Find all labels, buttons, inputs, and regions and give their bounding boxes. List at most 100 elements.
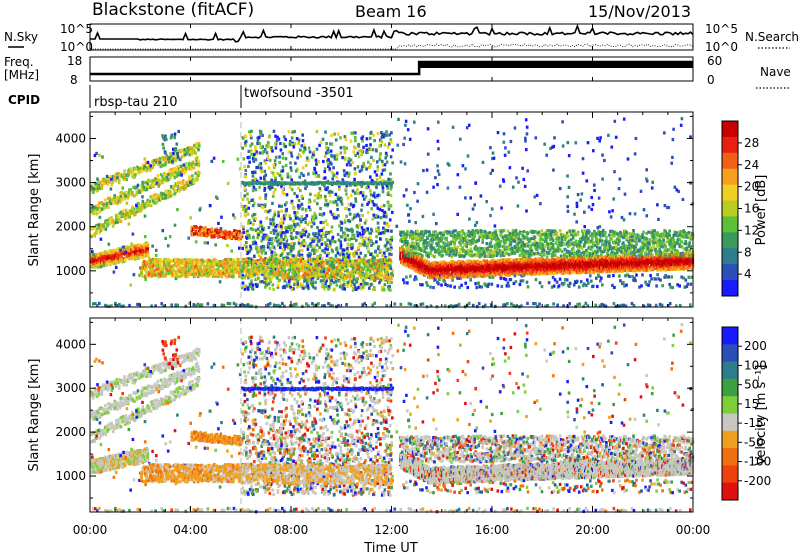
power-cell [182, 171, 185, 175]
power-cell [115, 252, 118, 256]
power-cell [249, 149, 253, 153]
power-cell [248, 249, 252, 253]
power-cell [375, 229, 378, 233]
power-cell [326, 260, 329, 264]
power-cell [415, 277, 418, 281]
power-cell [342, 145, 346, 149]
power-cell [430, 248, 433, 252]
power-cell [338, 279, 342, 283]
power-cell [292, 145, 296, 149]
power-cell [268, 277, 271, 281]
power-cell [131, 207, 134, 211]
power-cell [328, 277, 332, 281]
power-cell [161, 178, 164, 182]
power-cell [328, 167, 332, 171]
power-cell [194, 176, 198, 181]
power-cell [290, 268, 294, 272]
power-cell [360, 203, 364, 207]
power-cell [288, 143, 292, 147]
power-cell [245, 271, 249, 275]
power-cell [314, 171, 318, 175]
power-cell [140, 187, 144, 191]
power-cell [383, 132, 386, 136]
power-cell [372, 259, 376, 263]
power-cell [249, 247, 253, 251]
power-cell [182, 149, 186, 153]
power-cell [119, 248, 122, 252]
power-cell [143, 235, 147, 239]
power-cell [282, 261, 285, 265]
power-cell [341, 252, 345, 256]
power-cell [353, 191, 357, 195]
power-cell [389, 155, 393, 159]
power-cell [285, 201, 288, 205]
power-cell [365, 148, 369, 152]
power-cell [303, 146, 306, 150]
power-cell [267, 135, 271, 139]
power-cell [280, 177, 284, 181]
power-cell [287, 243, 291, 247]
power-cell [334, 279, 338, 284]
power-cell [244, 263, 248, 267]
power-cell [186, 182, 190, 186]
power-cell [117, 259, 121, 263]
power-cell [309, 192, 312, 196]
power-cell [343, 151, 347, 155]
power-cell [348, 252, 352, 256]
power-cell [383, 221, 386, 225]
power-cell [269, 222, 272, 226]
power-cell [337, 214, 340, 218]
power-cell [276, 240, 279, 244]
power-cell [257, 276, 260, 280]
power-cell [129, 188, 132, 192]
power-cell [303, 263, 307, 267]
power-cell [375, 178, 379, 182]
power-cell [254, 228, 258, 232]
power-cell [258, 266, 261, 270]
power-cell [267, 282, 271, 286]
power-cell [121, 209, 125, 213]
power-cell [274, 155, 278, 159]
power-cell [332, 173, 335, 178]
power-cell [271, 201, 274, 205]
freq-tick-bottom: 8 [70, 73, 78, 87]
power-cell [156, 261, 160, 266]
power-cell [382, 288, 386, 292]
power-cell [276, 223, 279, 227]
power-cell [158, 179, 162, 183]
power-cell [360, 287, 363, 291]
power-cell [118, 200, 122, 204]
power-cell [378, 138, 382, 142]
power-cell [295, 231, 298, 235]
power-cell [375, 240, 378, 244]
power-cell [272, 129, 276, 133]
power-cell [293, 206, 296, 211]
power-cell [375, 235, 378, 239]
power-cell [277, 210, 280, 214]
power-cell [378, 275, 382, 279]
power-cell [229, 262, 232, 266]
power-cell [169, 152, 173, 156]
power-cell [308, 251, 311, 256]
power-cell [296, 204, 300, 208]
power-cell [140, 208, 143, 212]
power-cell [174, 188, 178, 192]
power-cell [311, 215, 314, 219]
power-cell [191, 160, 195, 164]
power-cell [300, 230, 304, 234]
power-cell [330, 248, 334, 252]
power-cell [382, 214, 386, 218]
power-cell [337, 238, 341, 242]
power-cell [391, 148, 394, 152]
power-cell [216, 231, 220, 235]
power-cell [154, 177, 157, 181]
power-cell [327, 268, 330, 272]
power-cell [266, 157, 270, 161]
power-cell [362, 278, 365, 282]
power-cell [428, 230, 431, 234]
power-cell [259, 255, 263, 259]
power-cell [361, 239, 365, 243]
power-cell [383, 210, 387, 214]
power-cell [253, 170, 257, 174]
power-cell [248, 160, 251, 164]
